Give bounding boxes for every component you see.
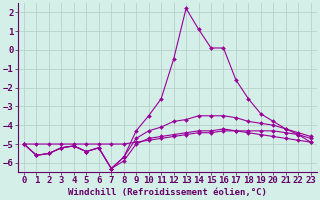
X-axis label: Windchill (Refroidissement éolien,°C): Windchill (Refroidissement éolien,°C) — [68, 188, 267, 197]
